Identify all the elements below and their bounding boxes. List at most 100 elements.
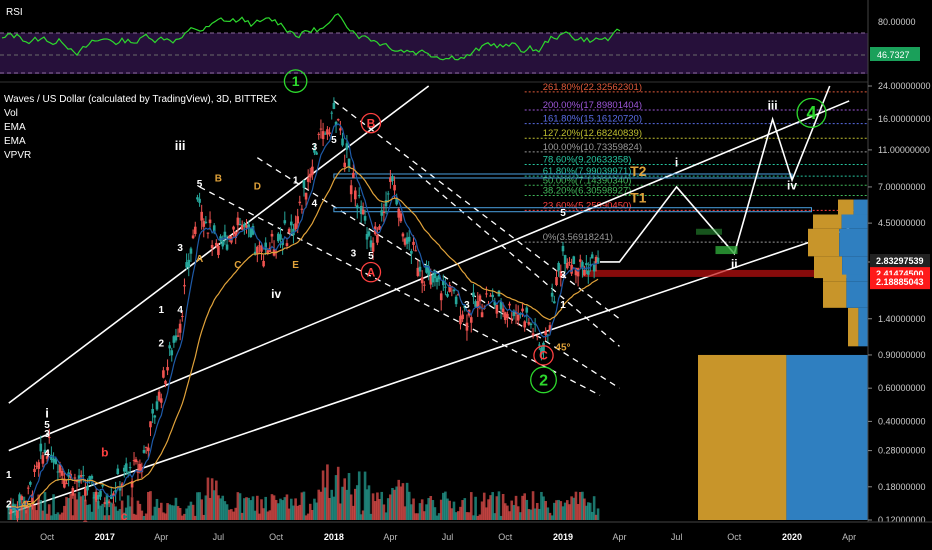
volume-bar [247, 497, 250, 520]
candle-body [86, 485, 89, 491]
candle-body [330, 112, 334, 114]
volume-bar [514, 495, 518, 520]
volume-bar [425, 504, 428, 520]
vpvr-bar-down [853, 199, 868, 215]
candle-body [523, 321, 526, 328]
volume-bar [90, 511, 94, 520]
candle-body [311, 166, 314, 175]
candle-body [103, 502, 107, 504]
candle-body [334, 121, 338, 126]
volume-bar [476, 515, 480, 520]
rsi-tick-80: 80.00000 [878, 17, 916, 27]
volume-bar [485, 507, 488, 520]
candle-body [285, 243, 289, 246]
candle-body [75, 480, 79, 482]
volume-bar [45, 513, 49, 520]
volume-bar [345, 489, 349, 520]
volume-bar [405, 482, 409, 520]
candle-body [405, 237, 409, 244]
volume-bar [71, 515, 75, 520]
fib-label: 161.80%(15.16120720) [543, 114, 642, 125]
volume-bar [499, 515, 503, 520]
volume-bar [416, 513, 420, 520]
volume-bar [292, 505, 295, 520]
candle-body [497, 290, 501, 297]
candle-body [332, 102, 336, 109]
volume-bar [24, 510, 28, 520]
price-badge [870, 254, 930, 269]
vpvr-bar-up [838, 199, 854, 215]
wave-number-label: 2 [159, 338, 165, 349]
volume-bar [298, 504, 302, 520]
volume-bar [69, 493, 73, 520]
volume-bar [223, 501, 227, 520]
volume-bar [128, 506, 132, 520]
candle-body [317, 133, 321, 135]
candle-body [544, 330, 547, 336]
volume-bar [256, 495, 259, 520]
x-tick-label: 2017 [95, 532, 115, 542]
candle-body [105, 500, 109, 505]
volume-bar [118, 509, 122, 520]
candle-body [378, 226, 381, 230]
volume-bar [144, 513, 148, 520]
price-axis-background [868, 82, 932, 522]
x-tick-label: Oct [727, 532, 742, 542]
legend-vpvr[interactable]: VPVR [4, 150, 32, 161]
volume-bar [533, 508, 537, 520]
volume-bar [20, 504, 24, 520]
candle-body [429, 275, 433, 285]
candle-body [414, 250, 417, 252]
volume-bar [521, 495, 524, 520]
volume-bar [328, 497, 331, 520]
candle-body [427, 266, 430, 276]
candle-body [178, 323, 182, 333]
candle-body [88, 476, 91, 481]
candle-body [461, 314, 464, 320]
wave-label-C: C [539, 349, 548, 363]
candle-body [454, 296, 458, 305]
candle-body [221, 240, 225, 247]
wave-label-A-circle [360, 261, 382, 283]
volume-bar [585, 505, 588, 520]
volume-bar [289, 498, 293, 520]
candle-body [548, 325, 552, 332]
volume-bar [172, 505, 176, 520]
volume-bar [283, 497, 287, 520]
x-tick-label: 2020 [782, 532, 802, 542]
volume-bar [319, 491, 323, 520]
candle-body [570, 264, 573, 274]
volume-bar [116, 510, 120, 520]
volume-bar [472, 515, 475, 520]
volume-bar [306, 513, 310, 520]
wave-number-label: 1 [293, 175, 299, 186]
volume-bar [238, 493, 242, 520]
candle-body [24, 501, 28, 504]
volume-bar [433, 507, 437, 520]
volume-bar [519, 512, 522, 520]
legend-ema-2[interactable]: EMA [4, 136, 26, 147]
candle-body [446, 293, 449, 297]
candle-body [423, 284, 426, 286]
candle-body [144, 446, 148, 448]
volume-bar [525, 499, 529, 520]
volume-bar [418, 503, 422, 520]
volume-bar [215, 480, 218, 520]
volume-bar [236, 492, 240, 520]
wave-label-B: B [367, 116, 376, 130]
volume-bar [84, 499, 87, 520]
volume-bar [386, 498, 390, 520]
price-badge-label: 2.41474500 [876, 269, 924, 279]
volume-bar [81, 495, 85, 520]
legend-ema-1[interactable]: EMA [4, 122, 26, 133]
x-tick-label: 2018 [324, 532, 344, 542]
red-zone [582, 269, 868, 277]
candle-body [300, 208, 304, 210]
ema-slow-line [8, 166, 599, 509]
candle-body [294, 223, 297, 230]
price-axis: 24.00000000 16.00000000 11.00000000 7.00000… [867, 81, 932, 525]
volume-bar [92, 492, 96, 520]
legend-volume[interactable]: Vol [4, 108, 18, 119]
volume-bar [326, 464, 329, 520]
